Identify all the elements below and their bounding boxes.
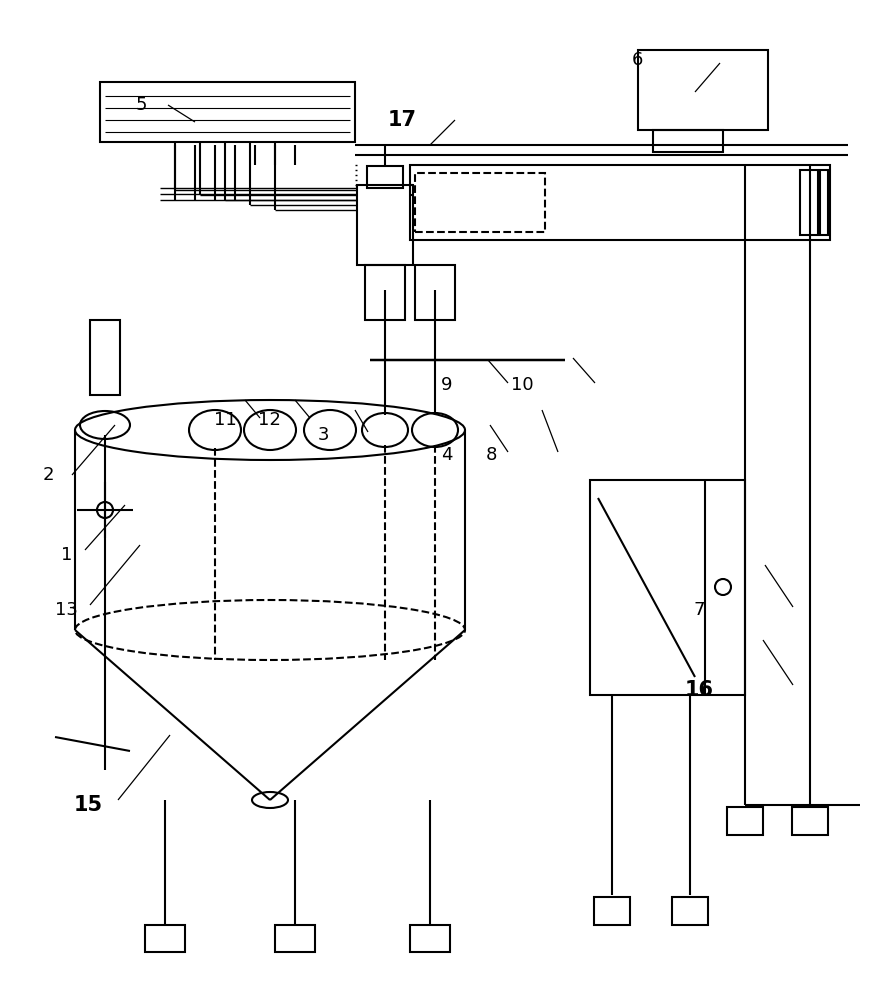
Bar: [594, 897, 630, 925]
Bar: [367, 166, 403, 188]
Text: 2: 2: [43, 466, 54, 484]
Text: 3: 3: [318, 426, 328, 444]
Bar: [275, 925, 315, 952]
Text: 10: 10: [511, 376, 534, 394]
Bar: [792, 807, 828, 835]
Bar: [800, 170, 818, 235]
Bar: [100, 82, 355, 142]
Text: 4: 4: [442, 446, 452, 464]
Bar: [638, 50, 768, 130]
Text: 5: 5: [136, 96, 147, 114]
Bar: [415, 173, 545, 232]
Bar: [410, 165, 830, 240]
Bar: [672, 897, 708, 925]
Bar: [365, 265, 405, 320]
Text: 11: 11: [214, 411, 237, 429]
Text: 15: 15: [74, 795, 103, 815]
Text: 8: 8: [486, 446, 496, 464]
Text: 16: 16: [685, 680, 713, 700]
Bar: [357, 185, 413, 265]
Text: 9: 9: [442, 376, 452, 394]
Text: 12: 12: [258, 411, 281, 429]
Bar: [653, 130, 723, 152]
Bar: [820, 170, 828, 235]
Text: 13: 13: [55, 601, 78, 619]
Text: 7: 7: [694, 601, 704, 619]
Text: 1: 1: [61, 546, 72, 564]
Bar: [590, 480, 745, 695]
Bar: [90, 320, 120, 395]
Text: 6: 6: [632, 51, 643, 69]
Bar: [727, 807, 763, 835]
Bar: [145, 925, 185, 952]
Bar: [410, 925, 450, 952]
Text: 17: 17: [389, 110, 417, 130]
Bar: [415, 265, 455, 320]
